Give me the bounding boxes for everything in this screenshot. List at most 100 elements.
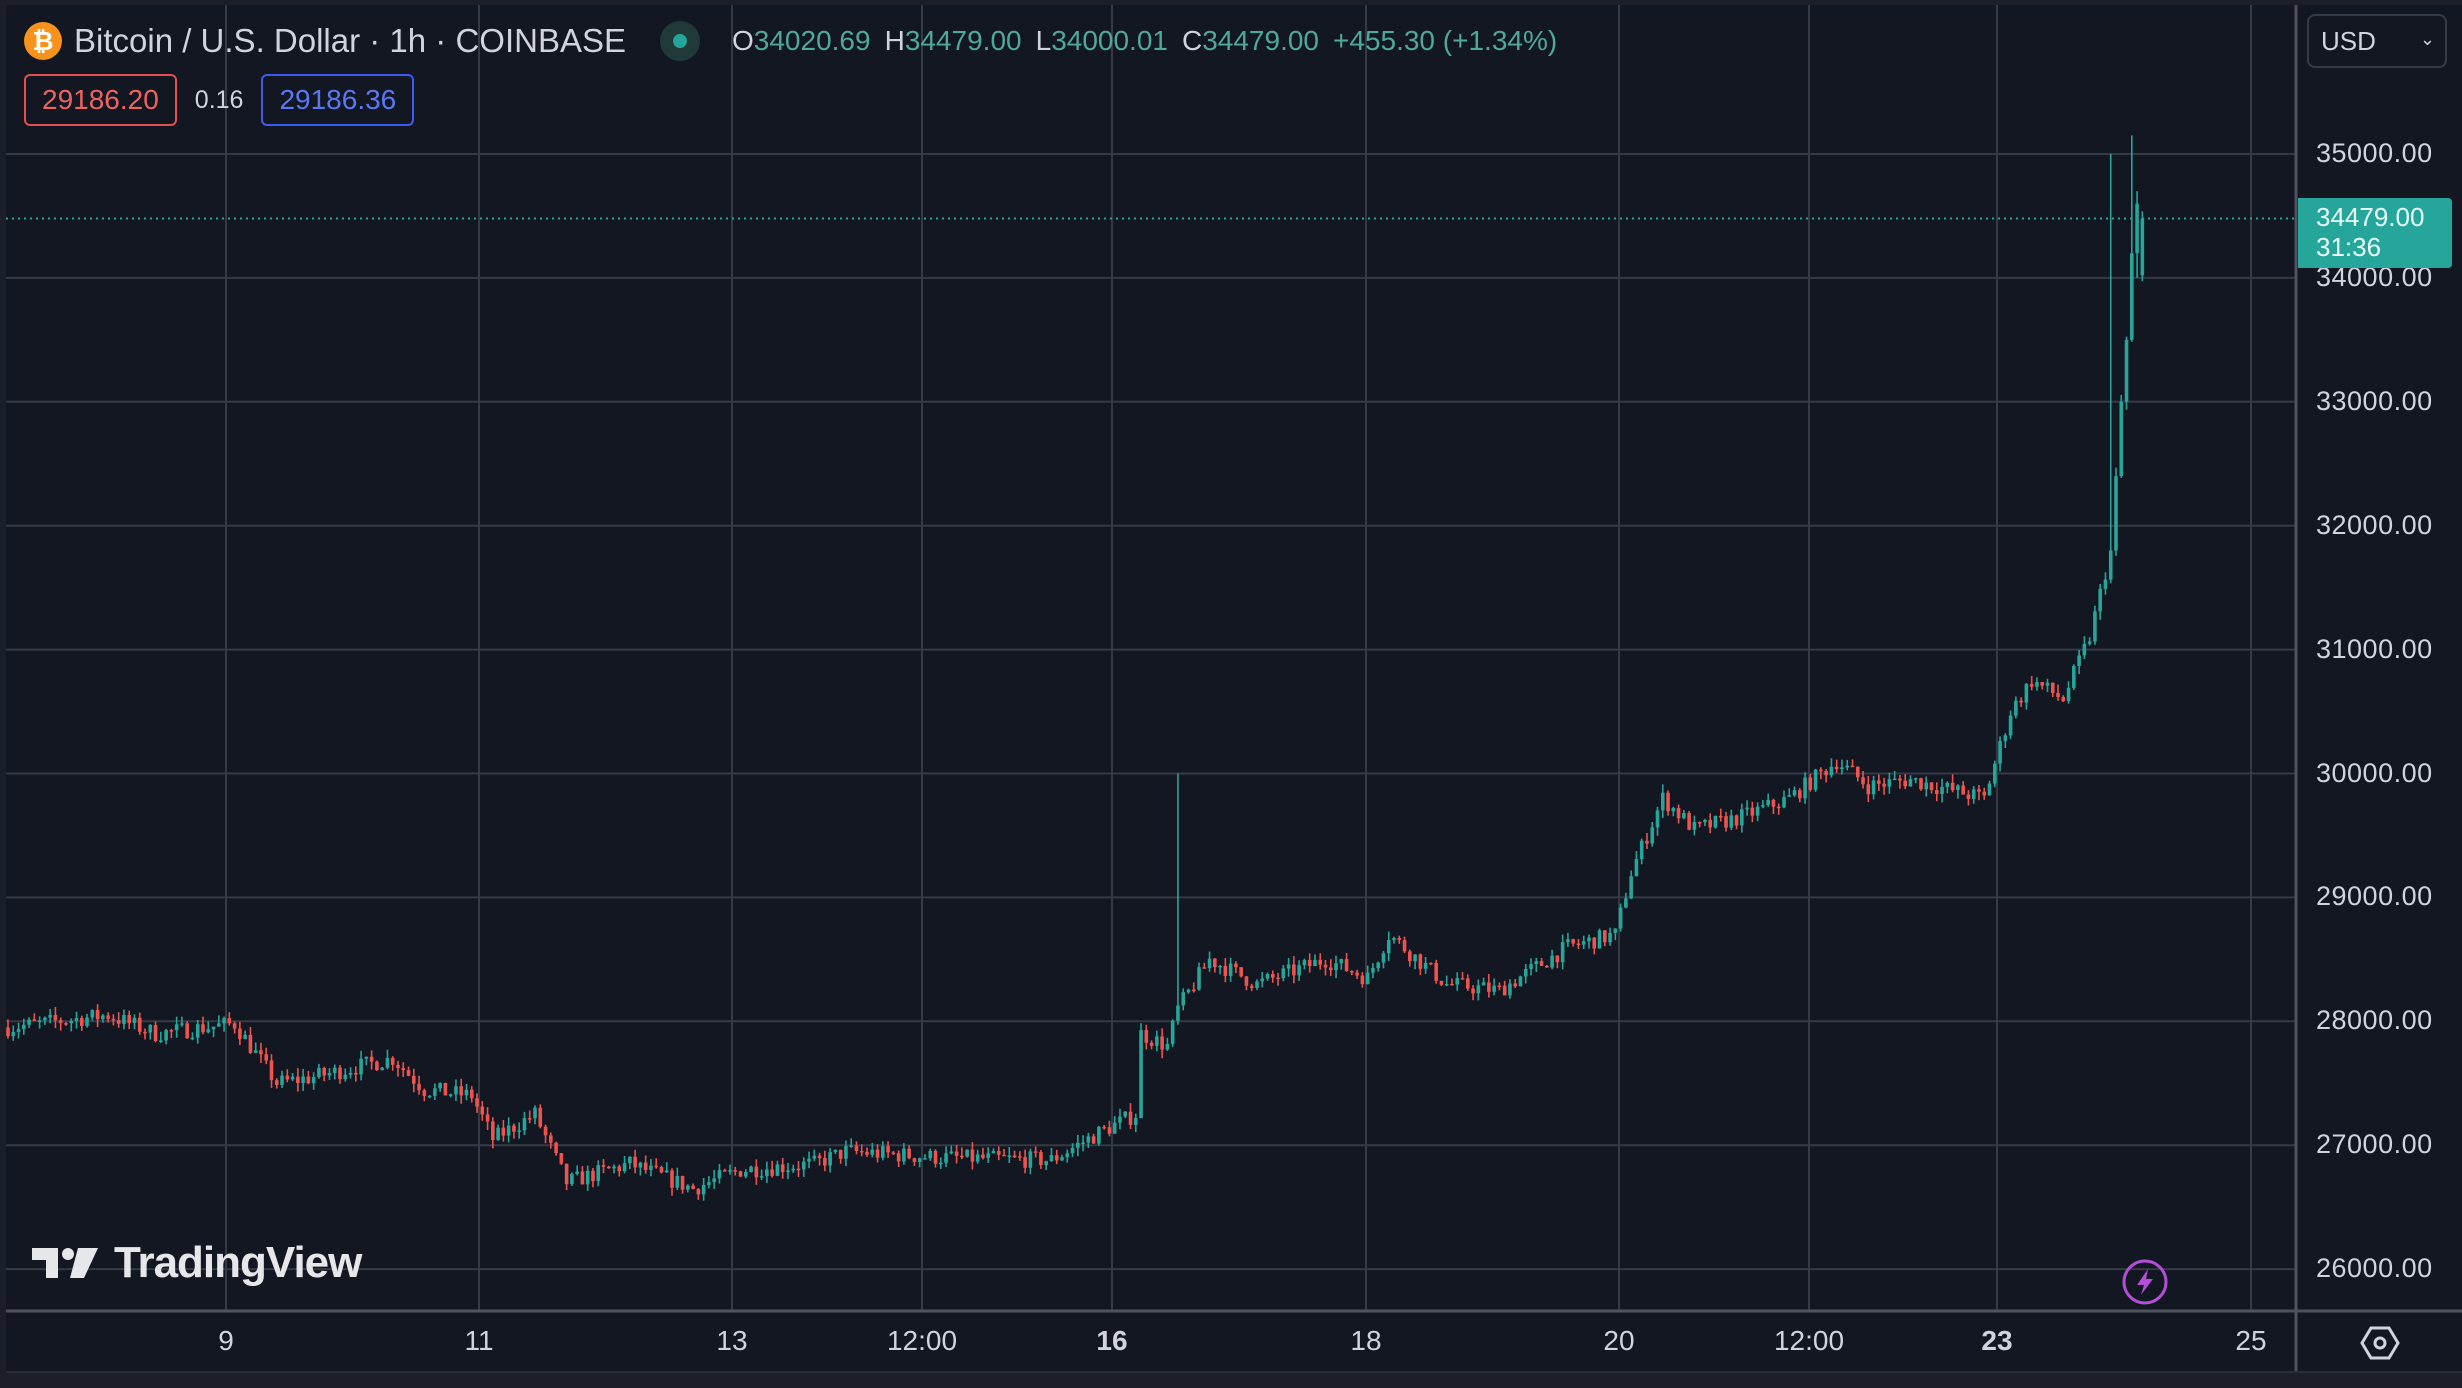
candle-body bbox=[1518, 976, 1523, 987]
currency-select[interactable]: USD ⌄ bbox=[2307, 14, 2447, 68]
last-price-value: 34479.00 bbox=[2316, 202, 2425, 232]
candle-body bbox=[64, 1023, 68, 1025]
candle-body bbox=[1776, 806, 1781, 809]
candle-body bbox=[1286, 964, 1291, 969]
candle-body bbox=[559, 1153, 564, 1164]
candle-body bbox=[1271, 974, 1275, 978]
candle-body bbox=[991, 1150, 996, 1154]
price-axis-label: 35000.00 bbox=[2316, 138, 2433, 168]
candle-body bbox=[1603, 930, 1607, 943]
buy-button[interactable]: 29186.36 bbox=[261, 74, 415, 126]
candle-body bbox=[1666, 792, 1670, 812]
candle-body bbox=[148, 1025, 153, 1033]
price-axis-label: 31000.00 bbox=[2316, 633, 2433, 664]
candle-body bbox=[1012, 1155, 1017, 1158]
candle-body bbox=[1671, 807, 1676, 812]
candle-body bbox=[359, 1058, 363, 1075]
candle-body bbox=[1413, 954, 1417, 962]
candle-body bbox=[606, 1166, 611, 1169]
candle-body bbox=[1508, 983, 1512, 996]
time-axis-label: 13 bbox=[716, 1325, 748, 1356]
low-label: L bbox=[1035, 25, 1052, 56]
time-axis-label: 18 bbox=[1350, 1325, 1382, 1356]
candle-body bbox=[1371, 968, 1375, 973]
candle-body bbox=[1935, 790, 1939, 794]
candle-body bbox=[1213, 958, 1217, 968]
symbol-title[interactable]: Bitcoin / U.S. Dollar · 1h · COINBASE bbox=[74, 22, 626, 59]
candle-body bbox=[48, 1014, 52, 1018]
candle-body bbox=[2050, 682, 2055, 693]
candle-body bbox=[2003, 735, 2008, 742]
tradingview-logo[interactable]: TradingView bbox=[32, 1238, 362, 1288]
candle-body bbox=[1091, 1136, 1096, 1144]
candle-body bbox=[1460, 978, 1465, 980]
candle-body bbox=[601, 1165, 606, 1167]
candle-body bbox=[95, 1009, 100, 1020]
candle-body bbox=[554, 1142, 558, 1154]
candle-body bbox=[390, 1057, 395, 1065]
candle-body bbox=[970, 1149, 975, 1162]
candle-body bbox=[1223, 965, 1228, 976]
candle-body bbox=[180, 1023, 184, 1025]
candle-body bbox=[1992, 763, 1997, 784]
candle-body bbox=[1792, 790, 1797, 796]
candle-body bbox=[965, 1149, 969, 1157]
candle-body bbox=[649, 1165, 653, 1170]
candle-body bbox=[1597, 930, 1602, 949]
candle-body bbox=[1692, 822, 1697, 830]
candle-body bbox=[1787, 795, 1792, 797]
candle-body bbox=[2140, 218, 2145, 276]
candle-body bbox=[1998, 741, 2002, 764]
candle-body bbox=[217, 1023, 221, 1027]
candle-body bbox=[875, 1149, 880, 1158]
candle-body bbox=[1139, 1030, 1143, 1119]
candle-body bbox=[1945, 782, 1950, 787]
candle-body bbox=[1539, 961, 1544, 966]
candle-body bbox=[612, 1166, 616, 1169]
candle-body bbox=[1402, 940, 1407, 952]
candle-body bbox=[2108, 550, 2113, 580]
candle-body bbox=[1850, 765, 1855, 768]
candle-body bbox=[1740, 809, 1744, 826]
candle-body bbox=[1824, 771, 1828, 776]
candle-body bbox=[912, 1158, 917, 1162]
settings-icon[interactable] bbox=[2360, 1325, 2400, 1361]
candle-body bbox=[2029, 683, 2034, 687]
candle-body bbox=[902, 1148, 906, 1162]
candle-body bbox=[1523, 968, 1528, 977]
candle-body bbox=[1961, 785, 1965, 795]
candle-body bbox=[1118, 1116, 1122, 1123]
candle-body bbox=[938, 1162, 943, 1165]
bar-countdown: 31:36 bbox=[2316, 232, 2382, 262]
chart-canvas[interactable] bbox=[6, 5, 2462, 1373]
lightning-icon[interactable] bbox=[2121, 1258, 2169, 1306]
candle-body bbox=[1487, 982, 1491, 992]
candle-body bbox=[264, 1054, 269, 1061]
candle-body bbox=[1629, 876, 1633, 899]
candle-body bbox=[1724, 816, 1728, 828]
sell-button[interactable]: 29186.20 bbox=[24, 74, 177, 126]
candle-body bbox=[411, 1075, 416, 1084]
candle-body bbox=[744, 1172, 748, 1177]
candle-body bbox=[960, 1155, 964, 1158]
candle-body bbox=[159, 1040, 163, 1042]
candle-body bbox=[633, 1156, 637, 1168]
candle-body bbox=[354, 1072, 358, 1075]
market-status-icon[interactable] bbox=[660, 21, 700, 61]
candle-body bbox=[2072, 666, 2076, 688]
candle-body bbox=[1181, 992, 1186, 1006]
candle-body bbox=[517, 1130, 521, 1132]
candle-body bbox=[1576, 943, 1581, 946]
candle-body bbox=[2056, 692, 2060, 698]
candle-body bbox=[1729, 815, 1734, 828]
candle-body bbox=[675, 1175, 680, 1188]
candle-body bbox=[195, 1024, 200, 1038]
candle-body bbox=[1545, 965, 1549, 968]
candle-body bbox=[749, 1166, 753, 1173]
price-axis-label: 33000.00 bbox=[2316, 385, 2433, 416]
candle-body bbox=[185, 1023, 189, 1039]
candle-body bbox=[2024, 683, 2029, 703]
candle-body bbox=[522, 1118, 527, 1131]
candle-body bbox=[1919, 778, 1923, 790]
candle-body bbox=[570, 1173, 574, 1185]
